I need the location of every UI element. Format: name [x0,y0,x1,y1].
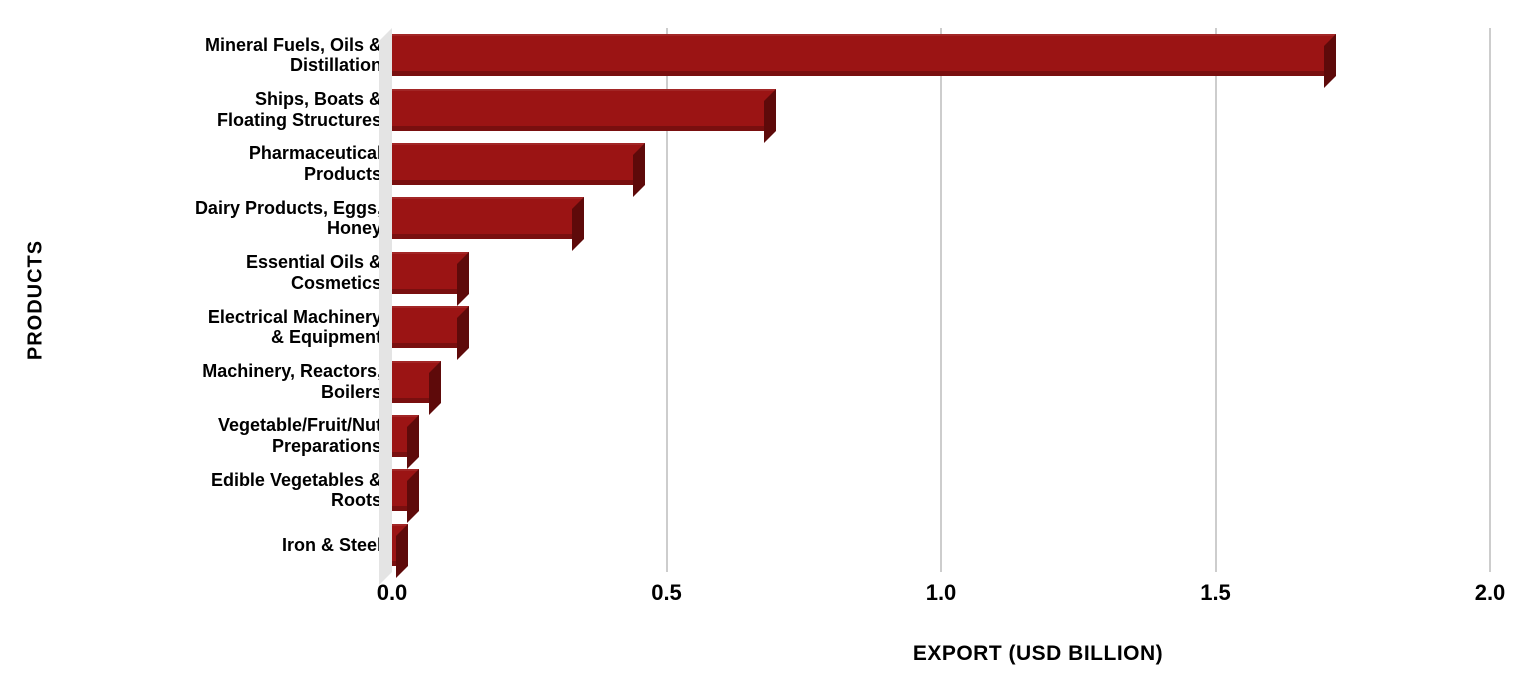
bar [392,143,645,186]
category-label: Pharmaceutical Products [248,143,382,185]
bar-row [392,246,1490,300]
category-label: Edible Vegetables & Roots [210,469,382,511]
bar-row [392,518,1490,572]
bar [392,360,442,403]
axis-wall [379,28,392,585]
bar [392,415,420,458]
category-label: Ships, Boats & Floating Structures [216,88,382,130]
category-label: Essential Oils & Cosmetics [245,252,382,293]
category-label: Machinery, Reactors, Boilers [202,360,382,402]
y-axis-title: PRODUCTS [24,239,47,361]
gridline [665,28,668,572]
gridline [940,28,942,572]
bar [392,469,420,512]
bar-row [392,28,1490,82]
bar-row [392,191,1490,245]
x-tick-label: 0.5 [651,580,682,605]
x-axis-title: EXPORT (USD BILLION) [912,642,1164,665]
bar [392,34,1337,77]
plot-area [379,28,1491,585]
x-axis-ticks: 0.0 0.5 1.0 1.5 2.0 [377,580,1506,610]
bar [392,251,469,294]
category-label: Iron & Steel [281,534,382,555]
bar-row [392,354,1490,408]
category-label: Electrical Machinery & Equipment [207,306,382,348]
category-label: Dairy Products, Eggs, Honey [194,197,382,239]
gridline [1489,28,1491,572]
bar [392,88,777,131]
x-tick-label: 0.0 [376,580,408,605]
x-tick-label: 1.0 [925,580,957,605]
bar-row [392,82,1490,136]
bars [392,28,1490,572]
gridlines [392,28,1491,572]
bar [392,197,585,240]
bar [392,523,409,566]
bar-row [392,300,1490,354]
x-tick-label: 1.5 [1200,580,1231,605]
x-tick-label: 2.0 [1474,580,1506,605]
gridline [1214,28,1217,572]
bar-row [392,137,1490,191]
bar-row [392,409,1490,463]
bar [392,306,469,349]
bar-row [392,463,1490,517]
category-labels: Mineral Fuels, Oils & Distillation Ships,… [56,28,382,572]
category-label: Vegetable/Fruit/Nut Preparations [217,415,382,457]
category-label: Mineral Fuels, Oils & Distillation [204,34,382,76]
